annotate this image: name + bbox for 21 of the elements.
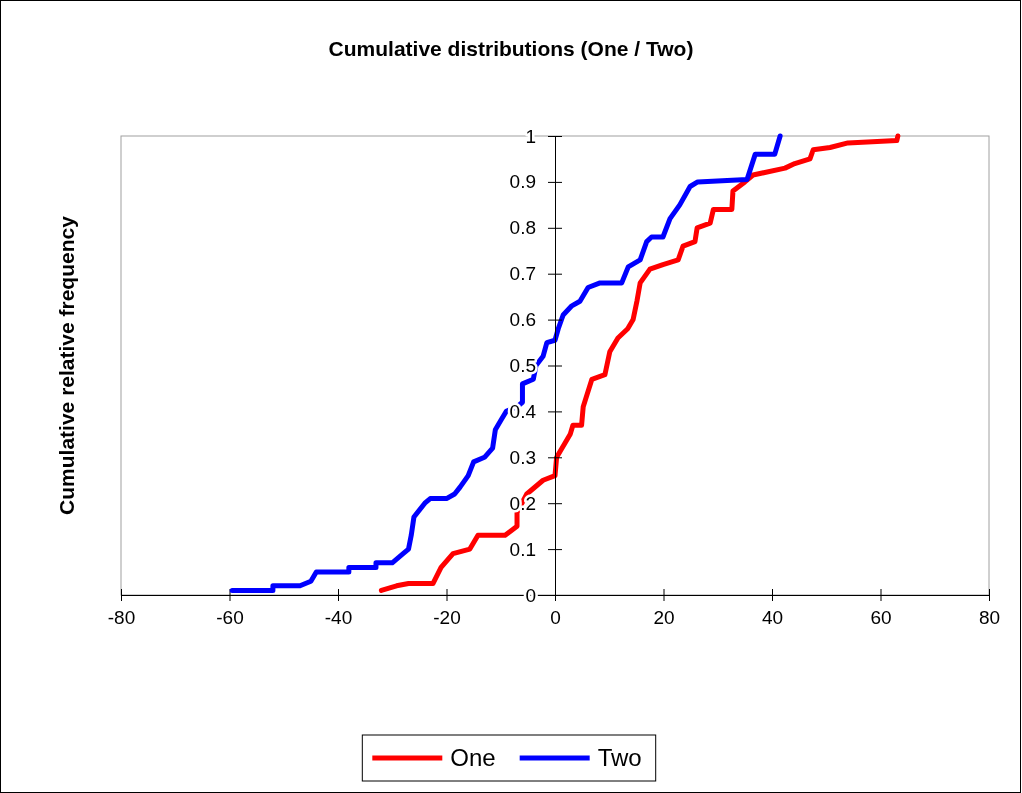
y-tick-label: 0.9: [509, 171, 536, 193]
y-tick-label: 0.4: [509, 400, 537, 422]
x-tick-label: 80: [978, 607, 1001, 629]
x-tick-label: 20: [653, 607, 675, 629]
y-tick-label: 1: [525, 125, 536, 147]
x-tick-label: -40: [324, 607, 353, 629]
x-tick-label: 0: [550, 607, 561, 629]
x-tick-label: 40: [761, 607, 784, 629]
y-axis-title: Cumulative relative frequency: [55, 215, 78, 515]
x-tick-label: -20: [433, 607, 461, 629]
legend-label: One: [450, 744, 496, 771]
y-tick-label: 0.8: [509, 217, 536, 239]
chart-title: Cumulative distributions (One / Two): [328, 37, 694, 60]
y-tick-label: 0.6: [509, 309, 536, 331]
x-tick-label: -80: [107, 607, 136, 629]
y-tick-label: 0.7: [509, 263, 536, 285]
legend-label: Two: [597, 744, 642, 771]
x-tick-label: -60: [216, 607, 244, 629]
x-tick-label: 60: [870, 607, 892, 629]
y-tick-label: 0.3: [509, 446, 536, 468]
y-tick-label: 0.1: [509, 538, 536, 560]
